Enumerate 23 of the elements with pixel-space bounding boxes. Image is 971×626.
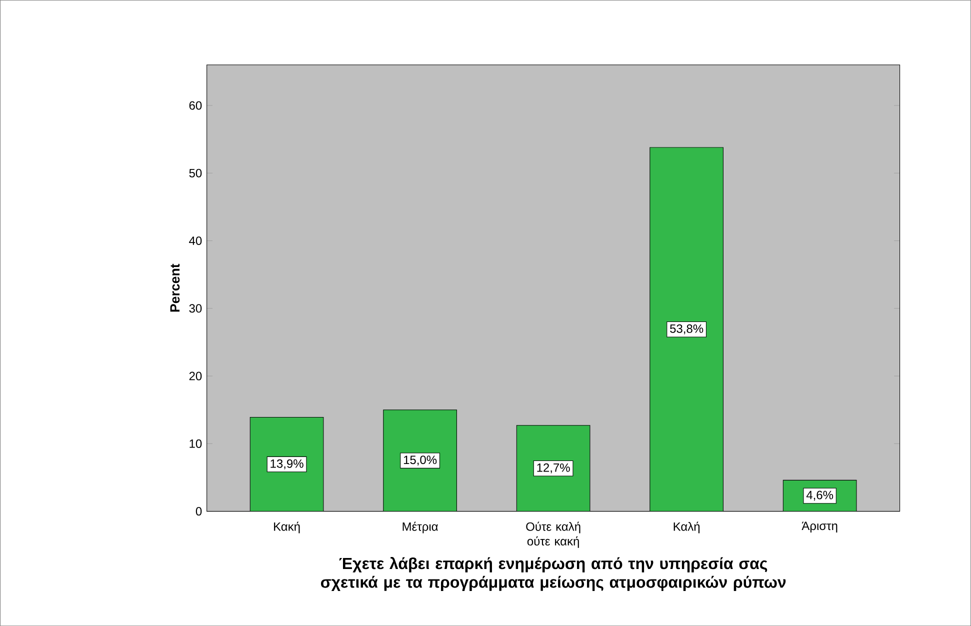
y-tick-label: 50	[189, 168, 202, 178]
x-tick-label: Κακή	[274, 522, 300, 534]
x-tick-label: Καλή	[674, 522, 700, 534]
x-tick-label: Ούτε καλή ούτε κακή	[526, 522, 580, 548]
bar	[383, 410, 457, 512]
y-tick-label: 40	[189, 236, 202, 245]
bar	[516, 425, 590, 512]
bar	[250, 416, 324, 512]
x-axis-title: Έχετε λάβει επαρκή ενημέρωση από την υπηρεσία σας σχετικά με τα προγράμματα μείωσης ατμοσφαιρικών ρύπων	[320, 556, 786, 591]
data-label: 4,6%	[806, 490, 834, 501]
y-tick-label: 20	[189, 372, 202, 380]
y-axis-title: Percent	[170, 264, 180, 312]
x-tick-label: Μέτρια	[402, 522, 438, 534]
data-label: 12,7%	[537, 463, 570, 474]
y-tick-label: 30	[189, 304, 202, 313]
y-tick-label: 0	[196, 506, 202, 516]
y-tick-label: 60	[189, 101, 202, 110]
x-tick-label: Άριστη	[802, 522, 838, 532]
data-label: 13,9%	[270, 459, 304, 470]
y-tick-label: 10	[190, 439, 202, 448]
data-label: 15,0%	[404, 456, 437, 466]
bar	[650, 147, 724, 512]
data-label: 53,8%	[670, 324, 704, 334]
